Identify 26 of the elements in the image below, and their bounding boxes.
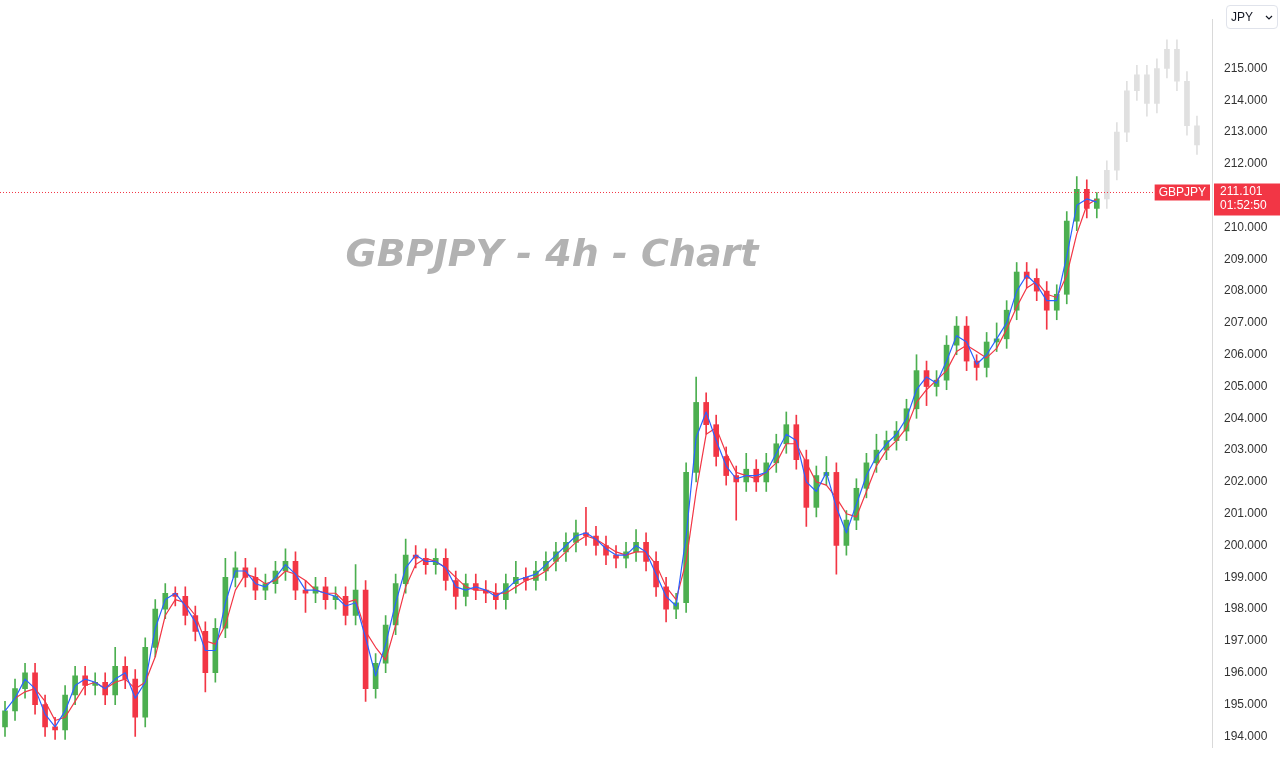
y-tick-label: 210.000 (1224, 219, 1268, 234)
text: 01:52:50 (1220, 197, 1268, 212)
y-tick-label: 203.000 (1224, 442, 1268, 457)
text: 211.101 (1220, 183, 1263, 198)
y-tick-label: 200.000 (1224, 537, 1268, 552)
y-tick-label: 194.000 (1224, 728, 1268, 743)
y-tick-label: 199.000 (1224, 569, 1268, 584)
y-tick-label: 209.000 (1224, 251, 1268, 266)
y-tick-label: 202.000 (1224, 474, 1268, 489)
y-tick-label: 212.000 (1224, 156, 1268, 171)
y-tick-label: 213.000 (1224, 124, 1268, 139)
y-tick-label: 198.000 (1224, 601, 1268, 616)
text: GBPJPY - 4h - Chart (345, 230, 761, 275)
y-tick-label: 197.000 (1224, 633, 1268, 648)
y-tick-label: 201.000 (1224, 506, 1268, 521)
ref-line-label: GBPJPY (1158, 184, 1206, 199)
y-axis-title: JPY (1231, 10, 1254, 24)
y-tick-label: 207.000 (1224, 315, 1268, 330)
y-tick-label: 195.000 (1224, 696, 1268, 711)
y-tick-label: 205.000 (1224, 378, 1268, 393)
y-tick-label: 206.000 (1224, 347, 1268, 362)
y-tick-label: 196.000 (1224, 665, 1268, 680)
y-tick-label: 215.000 (1224, 60, 1268, 75)
y-tick-label: 208.000 (1224, 283, 1268, 298)
y-tick-label: 214.000 (1224, 92, 1268, 107)
y-tick-label: 204.000 (1224, 410, 1268, 425)
